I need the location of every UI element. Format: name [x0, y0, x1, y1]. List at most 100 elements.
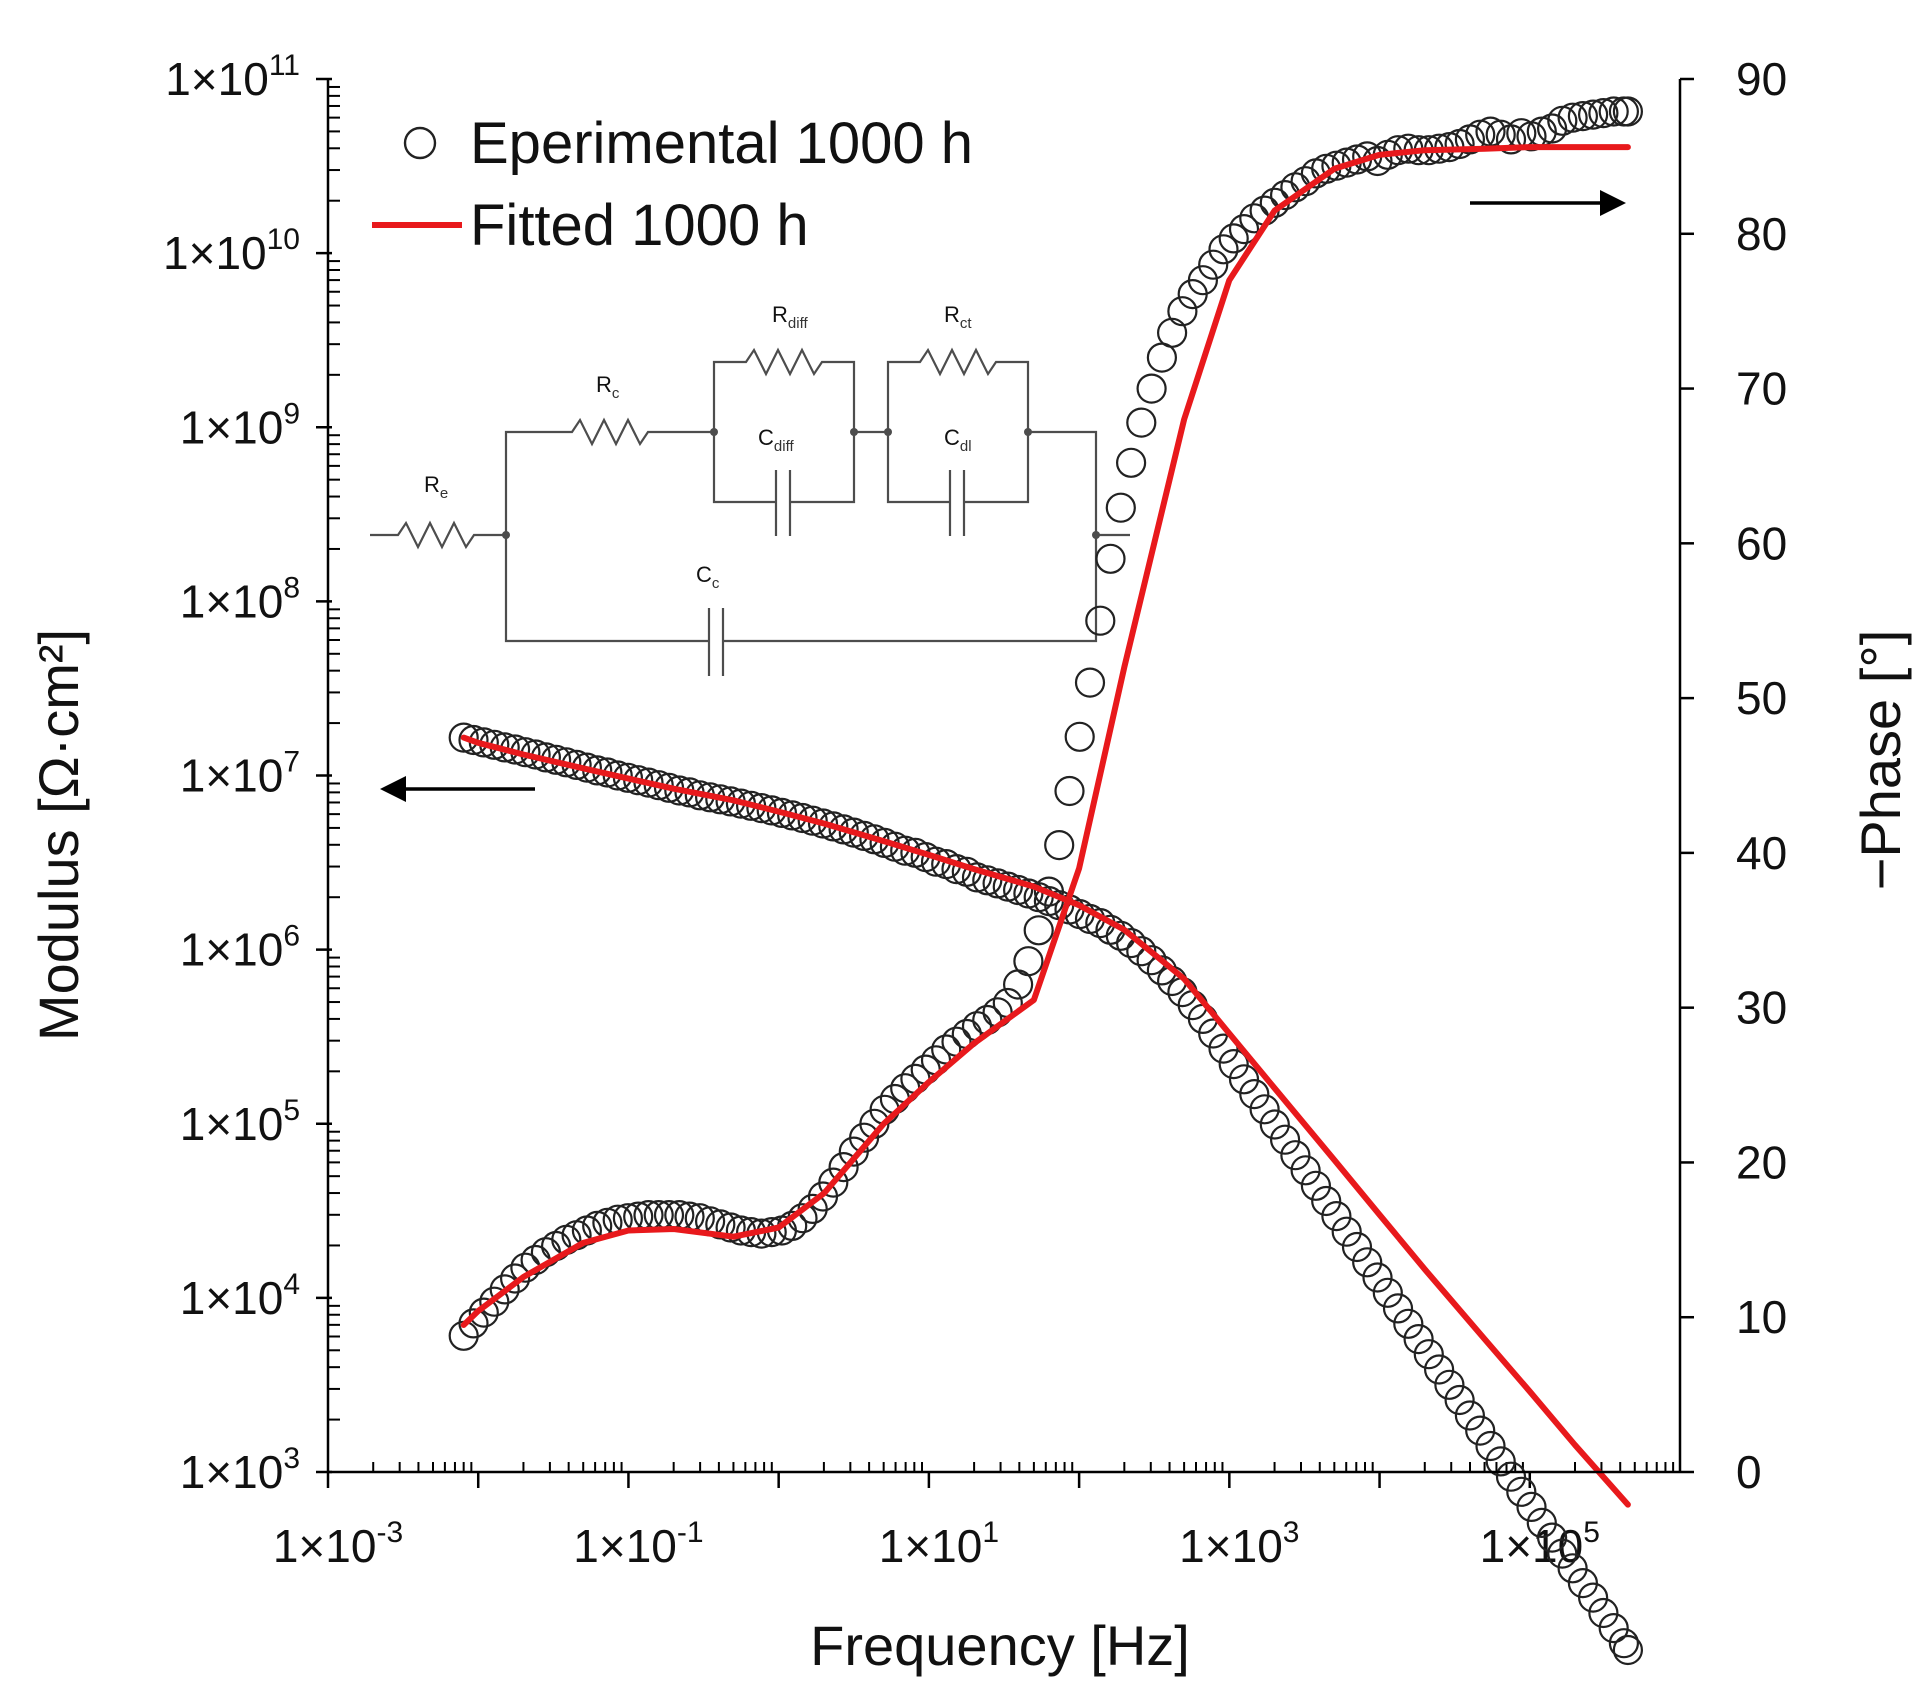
label-Rct: Rct — [944, 302, 972, 332]
plot-frame — [326, 79, 1682, 1474]
data-point — [1577, 1582, 1609, 1613]
data-point — [1321, 1200, 1352, 1232]
data-point — [1557, 1553, 1588, 1584]
y-right-tick-label: 60 — [1736, 517, 1787, 569]
circuit-wire — [504, 535, 1098, 643]
circuit-wire — [712, 347, 856, 432]
legend-label-experimental: Eperimental 1000 h — [470, 111, 973, 176]
y-right-tick-label: 80 — [1736, 208, 1787, 260]
data-point — [1033, 876, 1065, 907]
data-point — [777, 800, 808, 831]
axis-ticks — [316, 77, 1694, 1488]
label-Cdl: Cdl — [944, 425, 972, 455]
y-left-tick-label: 1×103 — [180, 1442, 300, 1498]
data-point — [1198, 249, 1229, 280]
data-point — [1382, 1293, 1414, 1324]
data-point — [1208, 234, 1239, 265]
series-modulus-fitted-line — [460, 734, 1631, 1508]
x-tick-label: 1×105 — [1480, 1516, 1600, 1572]
label-Re: Re — [424, 472, 448, 502]
data-point — [458, 724, 489, 756]
data-point — [797, 805, 828, 836]
y-right-tick-label: 50 — [1736, 672, 1787, 724]
data-point — [489, 1274, 520, 1305]
circuit-wire — [886, 347, 1030, 432]
y-left-tick-label: 1×109 — [180, 397, 300, 453]
data-point — [1598, 1612, 1629, 1644]
data-point — [1280, 1140, 1311, 1171]
y-right-tick-label: 10 — [1736, 1291, 1787, 1343]
data-point — [1044, 829, 1075, 861]
label-Cc: Cc — [696, 562, 720, 592]
data-point — [1136, 373, 1167, 404]
capacitor-plates — [774, 470, 792, 536]
x-tick-label: 1×10-1 — [573, 1516, 703, 1572]
circuit-wire — [504, 417, 714, 535]
data-point — [1547, 1538, 1578, 1569]
y-right-tick-label: 30 — [1736, 982, 1787, 1034]
y-left-tick-label: 1×105 — [180, 1094, 300, 1150]
data-point — [1259, 1109, 1290, 1140]
circuit-wire — [1028, 430, 1130, 537]
circuit-wire — [712, 432, 856, 504]
data-point — [1126, 936, 1157, 967]
data-point — [1588, 97, 1619, 129]
tick-labels: 1×10-3 1×10-1 1×101 1×103 1×105 1×103 1×104 1×1… — [163, 49, 1787, 1572]
data-point — [1557, 102, 1588, 133]
y-right-axis-title: −Phase [°] — [1849, 630, 1912, 891]
data-point — [1064, 721, 1095, 752]
legend: Eperimental 1000 h Fitted 1000 h — [372, 111, 973, 258]
data-point — [1608, 1628, 1640, 1659]
data-point — [1454, 1400, 1486, 1431]
data-point — [1218, 223, 1249, 254]
data-point — [1126, 407, 1157, 438]
y-right-tick-label: 40 — [1736, 827, 1787, 879]
data-point — [1588, 1597, 1619, 1629]
data-point — [1444, 1384, 1475, 1416]
y-left-tick-label: 1×1010 — [163, 223, 300, 279]
data-point — [1290, 1155, 1321, 1186]
data-point — [1300, 1170, 1332, 1201]
data-point — [1526, 1507, 1557, 1539]
data-point — [1156, 317, 1188, 348]
y-left-tick-label: 1×108 — [180, 571, 300, 627]
x-tick-label: 1×101 — [879, 1516, 999, 1572]
y-left-tick-label: 1×106 — [180, 920, 300, 976]
legend-marker-experimental — [403, 126, 437, 160]
y-left-tick-label: 1×1011 — [165, 49, 300, 105]
data-point — [1228, 1064, 1260, 1095]
data-point — [1167, 296, 1198, 327]
label-Cdiff: Cdiff — [758, 425, 794, 455]
data-point — [1249, 1094, 1280, 1125]
data-point — [1495, 1461, 1527, 1492]
data-point — [1352, 1247, 1383, 1278]
data-point — [1612, 96, 1644, 127]
data-series — [448, 96, 1644, 1666]
data-point — [1612, 1634, 1644, 1666]
data-point — [1536, 1522, 1568, 1553]
data-point — [1577, 99, 1609, 130]
data-point — [961, 862, 993, 893]
data-point — [448, 722, 479, 753]
legend-label-fitted: Fitted 1000 h — [470, 193, 809, 258]
data-point — [1598, 96, 1629, 127]
data-point — [766, 797, 798, 829]
data-point — [1434, 1369, 1465, 1400]
data-point — [1218, 1048, 1249, 1080]
y-left-axis-title: Modulus [Ω·cm²] — [27, 629, 90, 1041]
data-point — [479, 1286, 510, 1317]
x-tick-label: 1×10-3 — [273, 1516, 403, 1572]
y-left-tick-label: 1×107 — [180, 746, 300, 802]
right-axis-arrow — [1470, 190, 1626, 216]
y-right-tick-label: 90 — [1736, 53, 1787, 105]
series-phase-fitted-line — [460, 144, 1631, 1328]
data-point — [1485, 1446, 1516, 1477]
data-point — [1506, 1476, 1537, 1507]
data-point — [1269, 1124, 1301, 1155]
data-point — [1465, 1415, 1496, 1446]
data-point — [1095, 543, 1126, 574]
capacitor-plates — [948, 470, 966, 536]
capacitor-plates — [707, 608, 725, 676]
